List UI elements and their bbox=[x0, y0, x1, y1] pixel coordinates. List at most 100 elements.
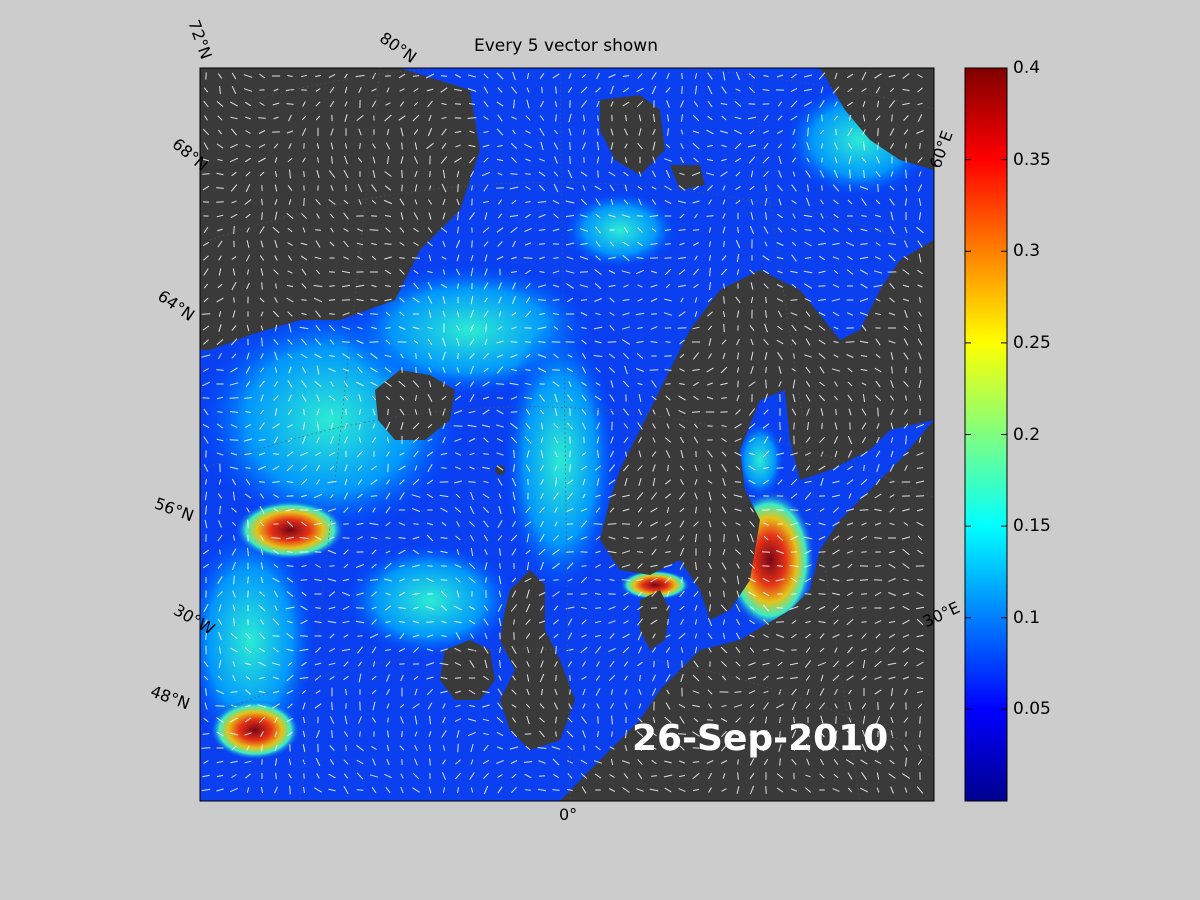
current-vector bbox=[482, 381, 490, 387]
current-vector bbox=[707, 353, 713, 359]
current-vector bbox=[315, 101, 321, 107]
current-vector bbox=[790, 677, 798, 679]
current-vector bbox=[232, 491, 236, 501]
current-vector bbox=[777, 213, 783, 219]
current-vector bbox=[496, 227, 504, 233]
current-vector bbox=[384, 185, 392, 191]
current-vector bbox=[903, 115, 909, 121]
current-vector bbox=[301, 115, 307, 121]
current-vector bbox=[651, 731, 657, 737]
current-vector bbox=[680, 449, 684, 459]
current-vector bbox=[510, 143, 518, 149]
current-vector bbox=[287, 339, 293, 345]
current-vector bbox=[329, 675, 335, 681]
current-vector bbox=[679, 465, 685, 471]
current-vector bbox=[834, 688, 838, 696]
current-vector bbox=[636, 368, 644, 372]
current-vector bbox=[314, 703, 322, 709]
current-vector bbox=[582, 478, 586, 486]
current-vector bbox=[330, 213, 334, 219]
date-label: 26-Sep-2010 bbox=[632, 718, 889, 759]
current-vector bbox=[805, 606, 811, 610]
current-vector bbox=[818, 353, 826, 359]
map-panel bbox=[200, 68, 934, 801]
current-vector bbox=[790, 100, 798, 108]
current-vector bbox=[847, 787, 853, 793]
current-vector bbox=[342, 605, 350, 611]
graticule bbox=[200, 68, 934, 801]
current-vector bbox=[762, 744, 770, 752]
current-vector bbox=[356, 115, 364, 121]
current-vector bbox=[245, 675, 251, 681]
current-vector bbox=[259, 591, 265, 597]
current-vector bbox=[511, 704, 517, 708]
current-vector bbox=[805, 508, 811, 512]
current-vector bbox=[609, 297, 615, 303]
current-vector bbox=[289, 169, 291, 179]
current-vector bbox=[457, 211, 459, 221]
current-vector bbox=[412, 634, 420, 638]
current-vector bbox=[721, 744, 727, 752]
current-vector bbox=[790, 452, 798, 456]
current-vector bbox=[299, 326, 309, 330]
current-vector bbox=[789, 662, 799, 666]
current-vector bbox=[905, 395, 907, 401]
current-vector bbox=[832, 634, 840, 638]
current-vector bbox=[203, 255, 209, 261]
current-vector bbox=[245, 411, 251, 413]
current-vector bbox=[792, 129, 796, 135]
current-vector bbox=[595, 675, 601, 681]
current-vector bbox=[341, 326, 351, 330]
current-vector bbox=[454, 647, 462, 653]
current-vector bbox=[481, 171, 491, 177]
current-vector bbox=[315, 88, 321, 92]
current-vector bbox=[302, 436, 306, 444]
current-vector bbox=[663, 312, 673, 316]
current-vector bbox=[385, 688, 391, 696]
current-vector bbox=[596, 422, 600, 430]
current-vector bbox=[679, 353, 685, 359]
current-vector bbox=[890, 211, 894, 221]
current-vector bbox=[412, 437, 420, 443]
current-vector bbox=[274, 199, 278, 205]
current-vector bbox=[470, 365, 474, 375]
current-vector bbox=[555, 86, 557, 94]
current-vector bbox=[735, 296, 741, 304]
current-vector bbox=[793, 716, 795, 724]
current-vector bbox=[639, 674, 641, 682]
current-vector bbox=[525, 464, 531, 472]
current-vector bbox=[679, 590, 685, 598]
current-vector bbox=[231, 521, 237, 527]
current-vector bbox=[637, 618, 643, 626]
current-vector bbox=[216, 423, 224, 429]
current-vector bbox=[456, 521, 460, 527]
current-vector bbox=[231, 548, 237, 556]
current-vector bbox=[889, 297, 895, 303]
current-vector bbox=[861, 772, 867, 780]
current-vector bbox=[608, 788, 616, 792]
current-vector bbox=[862, 100, 866, 108]
current-vector bbox=[748, 437, 756, 443]
current-vector bbox=[301, 564, 307, 568]
current-vector bbox=[903, 661, 909, 667]
current-vector bbox=[735, 522, 741, 526]
current-vector bbox=[457, 352, 459, 360]
current-vector bbox=[666, 590, 670, 598]
current-vector bbox=[274, 758, 278, 766]
current-vector bbox=[903, 409, 909, 415]
current-vector bbox=[287, 255, 293, 261]
current-vector bbox=[554, 451, 558, 457]
graticule-line bbox=[200, 406, 934, 498]
current-vector bbox=[470, 743, 474, 753]
current-vector bbox=[723, 619, 725, 625]
current-vector bbox=[398, 549, 406, 555]
current-vector bbox=[259, 506, 265, 514]
current-vector bbox=[625, 451, 627, 457]
current-vector bbox=[863, 465, 865, 471]
current-vector bbox=[693, 521, 699, 527]
current-vector bbox=[721, 86, 727, 94]
current-vector bbox=[398, 73, 406, 79]
current-vector bbox=[440, 283, 448, 289]
current-vector bbox=[793, 422, 795, 430]
current-vector bbox=[247, 576, 249, 584]
